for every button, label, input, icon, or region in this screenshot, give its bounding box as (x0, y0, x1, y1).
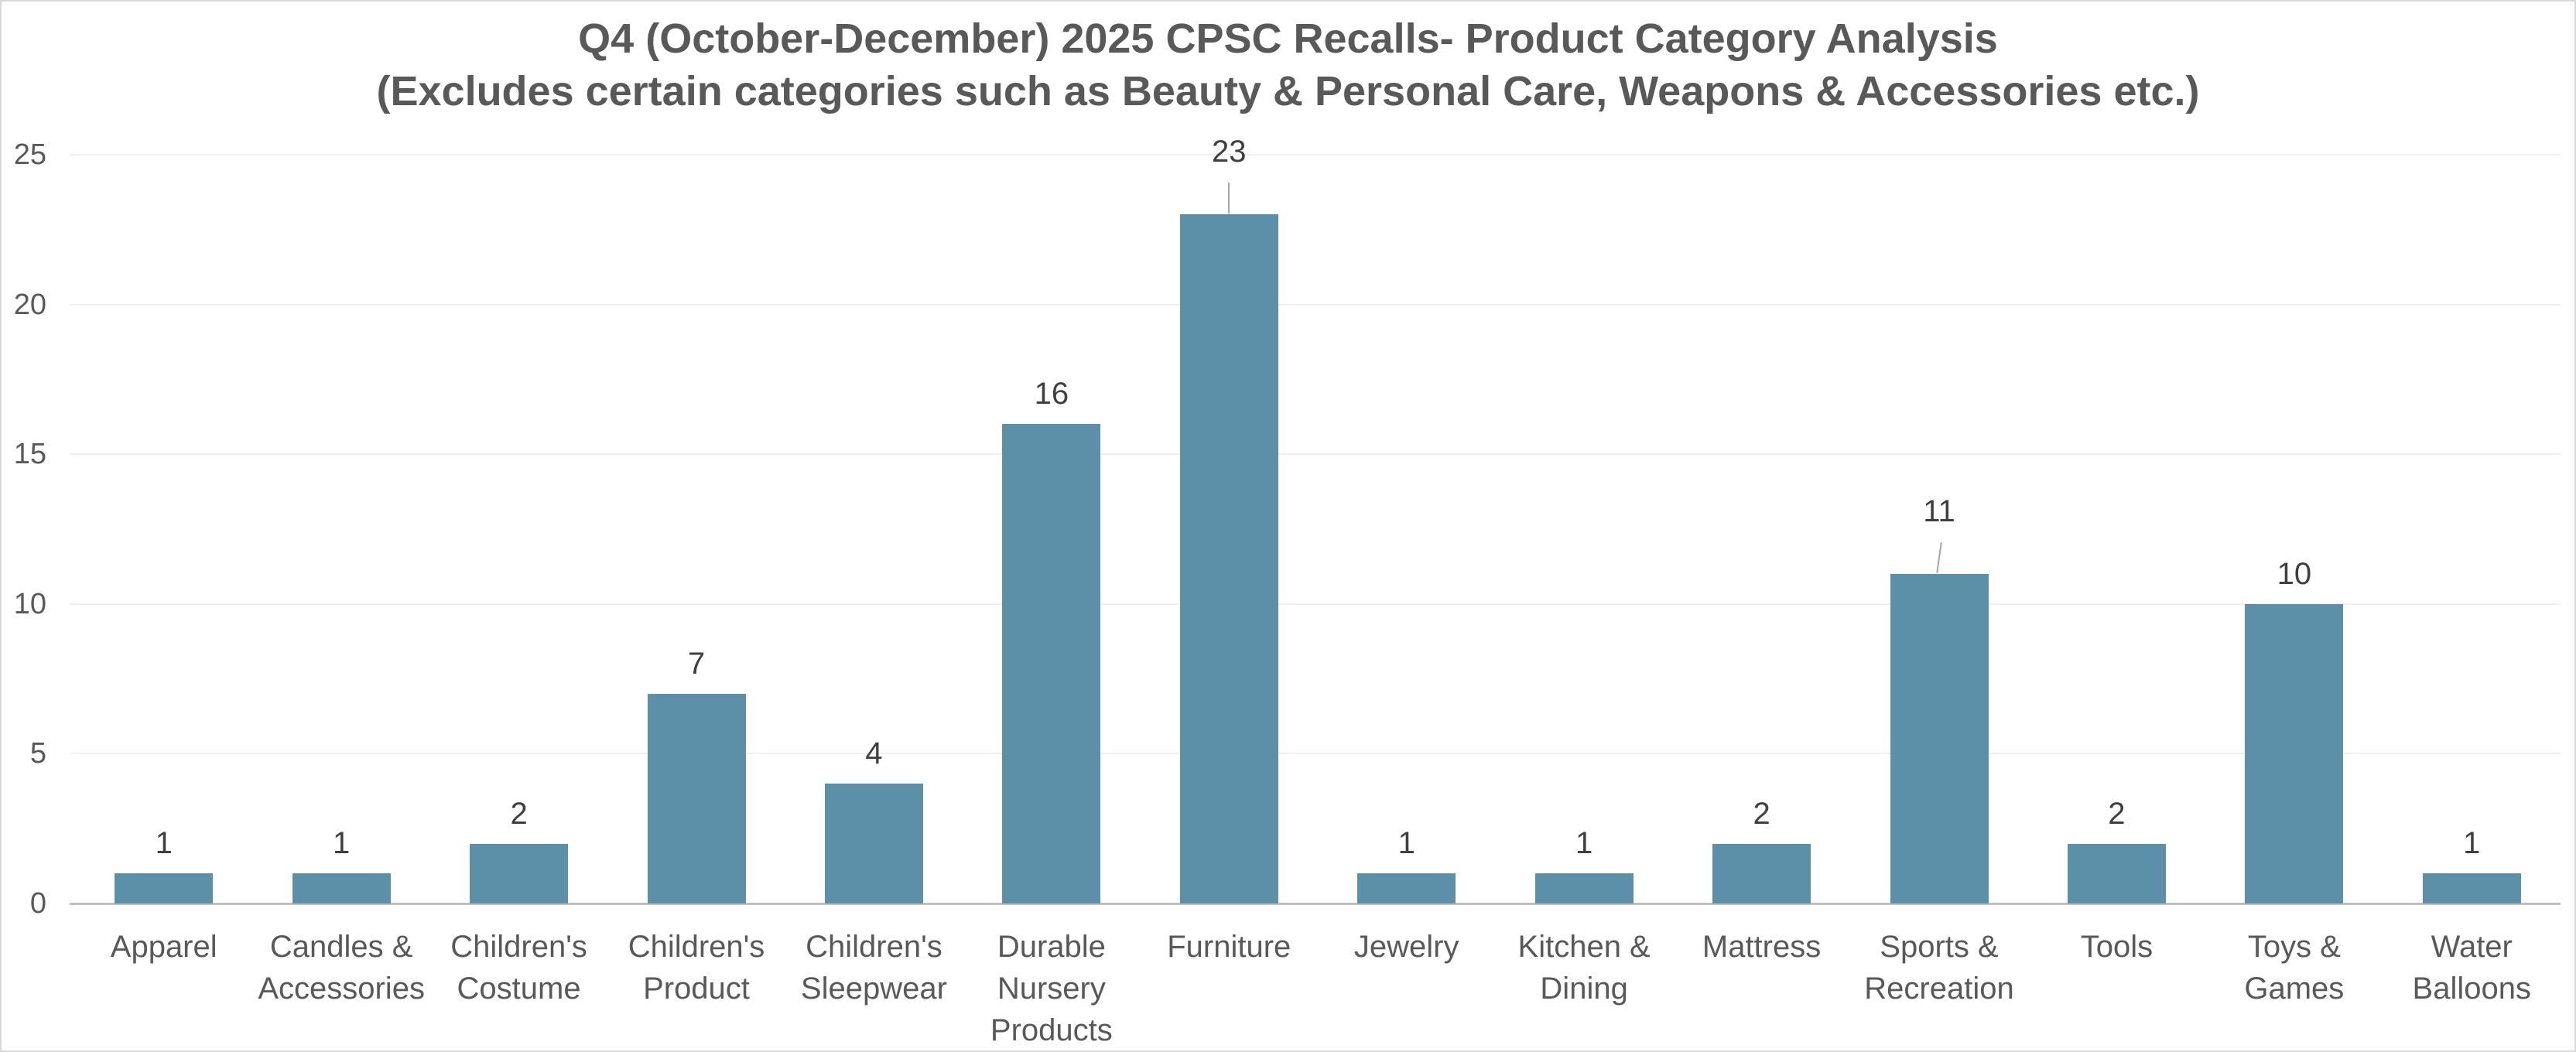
category-label-line: Children's (806, 930, 942, 964)
bar-sports-recreation (1890, 574, 1989, 903)
y-tick-label-10: 10 (13, 587, 46, 620)
category-label-line: Dining (1540, 972, 1628, 1006)
gridline-20 (70, 303, 2561, 306)
category-label-line: Recreation (1864, 972, 2014, 1006)
category-label-line: Toys & (2247, 930, 2341, 964)
bar-water-balloons (2422, 873, 2521, 903)
category-label-apparel: Apparel (75, 926, 252, 968)
gridline-5 (70, 753, 2561, 755)
category-label-durable-nursery-products: Durable Nursery Products (963, 926, 1140, 1050)
category-label-children-s-product: Children's Product (607, 926, 785, 1009)
category-label-candles-accessories: Candles & Accessories (252, 926, 429, 1009)
category-label-line: Kitchen & (1517, 930, 1651, 964)
y-tick-label-20: 20 (13, 288, 46, 321)
bar-value-label-sports-recreation: 11 (1923, 494, 1955, 528)
category-label-line: Candles & (269, 930, 413, 964)
bar-value-label-jewelry: 1 (1397, 826, 1415, 860)
leader-line-sports-recreation (1936, 542, 1942, 573)
category-label-line: Games (2244, 972, 2345, 1006)
category-label-line: Furniture (1167, 930, 1291, 964)
chart-subtitle: (Excludes certain categories such as Bea… (376, 68, 2200, 114)
category-label-line: Product (643, 972, 750, 1006)
bar-value-label-kitchen-dining: 1 (1575, 826, 1593, 860)
category-label-furniture: Furniture (1141, 926, 1318, 968)
y-tick-label-5: 5 (29, 737, 46, 770)
category-label-line: Mattress (1702, 930, 1822, 964)
category-label-jewelry: Jewelry (1318, 926, 1495, 968)
bar-jewelry (1357, 873, 1456, 903)
bar-value-label-toys-games: 10 (2277, 557, 2312, 591)
category-label-line: Products (990, 1013, 1113, 1047)
category-label-line: Balloons (2412, 972, 2531, 1006)
category-label-line: Accessories (258, 972, 425, 1006)
category-label-tools: Tools (2028, 926, 2205, 968)
category-label-mattress: Mattress (1673, 926, 1850, 968)
bar-value-label-candles-accessories: 1 (333, 826, 351, 860)
bar-apparel (115, 873, 214, 903)
bar-value-label-furniture: 23 (1212, 135, 1247, 169)
bar-durable-nursery-products (1002, 424, 1101, 903)
bar-value-label-mattress: 2 (1753, 797, 1770, 831)
category-label-toys-games: Toys & Games (2205, 926, 2383, 1009)
bar-value-label-children-s-product: 7 (687, 647, 706, 681)
bar-children-s-sleepwear (824, 784, 923, 903)
chart-title: Q4 (October-December) 2025 CPSC Recalls-… (578, 15, 1998, 62)
category-label-children-s-sleepwear: Children's Sleepwear (785, 926, 963, 1009)
category-label-line: Nursery (997, 972, 1106, 1006)
category-label-line: Water (2431, 930, 2513, 964)
category-label-line: Jewelry (1353, 930, 1459, 964)
bar-kitchen-dining (1534, 873, 1634, 903)
y-tick-label-15: 15 (13, 438, 46, 471)
category-label-line: Tools (2080, 930, 2154, 964)
category-label-line: Children's (628, 930, 765, 964)
category-label-line: Costume (457, 972, 581, 1006)
bar-mattress (1712, 844, 1811, 903)
y-tick-label-0: 0 (29, 887, 46, 920)
y-tick-label-25: 25 (13, 138, 46, 171)
bar-children-s-costume (470, 844, 569, 903)
gridline-10 (70, 603, 2561, 605)
bar-value-label-apparel: 1 (155, 826, 173, 860)
bar-children-s-product (647, 694, 746, 903)
bar-value-label-children-s-costume: 2 (510, 797, 528, 831)
x-axis-line (70, 903, 2561, 905)
category-label-water-balloons: Water Balloons (2383, 926, 2561, 1009)
category-label-kitchen-dining: Kitchen & Dining (1495, 926, 1672, 1009)
bar-value-label-durable-nursery-products: 16 (1034, 377, 1069, 411)
bar-toys-games (2245, 604, 2344, 903)
bar-candles-accessories (292, 873, 391, 903)
gridline-15 (70, 453, 2561, 456)
category-label-line: Apparel (110, 930, 217, 964)
chart-title-block: Q4 (October-December) 2025 CPSC Recalls-… (2, 12, 2574, 118)
bar-value-label-water-balloons: 1 (2463, 826, 2481, 860)
bar-tools (2067, 844, 2166, 903)
bar-value-label-tools: 2 (2108, 797, 2126, 831)
category-label-line: Sleepwear (800, 972, 947, 1006)
leader-line-furniture (1228, 183, 1230, 213)
category-label-line: Children's (450, 930, 587, 964)
category-label-children-s-costume: Children's Costume (430, 926, 607, 1009)
category-label-line: Durable (997, 930, 1106, 964)
bar-value-label-children-s-sleepwear: 4 (865, 736, 883, 770)
bar-furniture (1179, 214, 1278, 903)
category-label-sports-recreation: Sports & Recreation (1850, 926, 2027, 1009)
gridline-25 (70, 154, 2561, 155)
category-label-line: Sports & (1880, 930, 1999, 964)
